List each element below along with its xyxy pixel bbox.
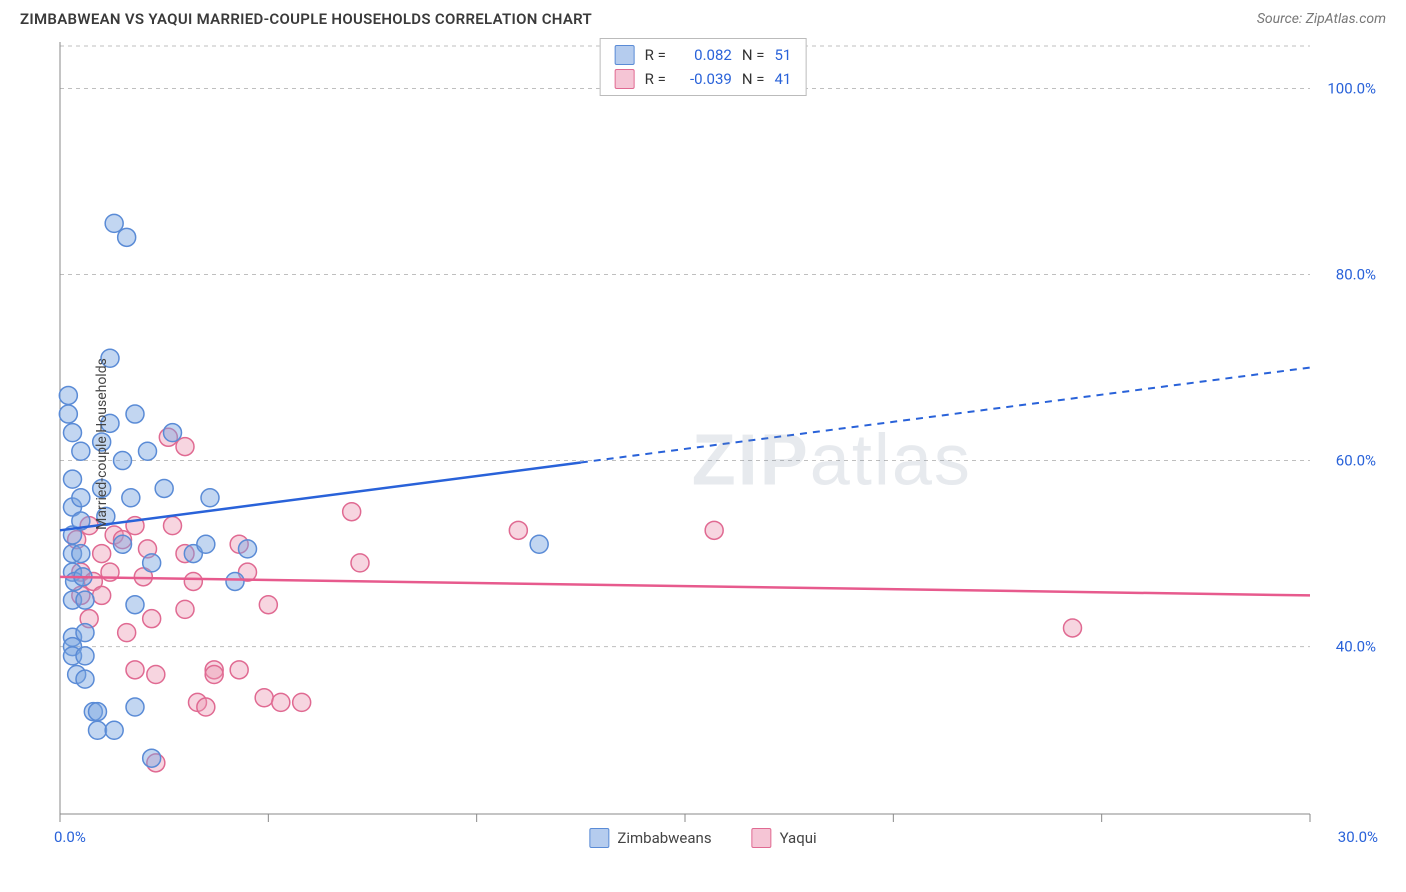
chart-header: ZIMBABWEAN VS YAQUI MARRIED-COUPLE HOUSE… — [0, 0, 1406, 34]
data-point — [176, 438, 194, 456]
series-swatch — [615, 45, 635, 65]
series-swatch — [615, 69, 635, 89]
data-point — [351, 554, 369, 572]
data-point — [143, 554, 161, 572]
data-point — [64, 424, 82, 442]
trend-line — [60, 577, 1310, 596]
x-axis-legend: Zimbabweans Yaqui — [589, 828, 816, 848]
legend-label: Yaqui — [780, 829, 817, 847]
data-point — [509, 521, 527, 539]
data-point — [343, 503, 361, 521]
data-point — [118, 228, 136, 246]
data-point — [89, 721, 107, 739]
data-point — [201, 489, 219, 507]
svg-text:80.0%: 80.0% — [1336, 266, 1376, 284]
svg-text:0.0%: 0.0% — [54, 828, 86, 846]
n-label: N = — [742, 43, 765, 67]
r-label: R = — [645, 67, 666, 91]
data-point — [259, 596, 277, 614]
data-point — [164, 517, 182, 535]
data-point — [72, 442, 90, 460]
data-point — [255, 689, 273, 707]
r-label: R = — [645, 43, 666, 67]
data-point — [184, 572, 202, 590]
stats-row: R = -0.039 N = 41 — [615, 67, 792, 91]
data-point — [76, 624, 94, 642]
n-value: 41 — [774, 67, 791, 91]
data-point — [126, 661, 144, 679]
r-value: -0.039 — [676, 67, 732, 91]
scatter-chart: 40.0% 60.0% 80.0% 100.0% 0.0% 30.0% — [20, 34, 1386, 854]
chart-title: ZIMBABWEAN VS YAQUI MARRIED-COUPLE HOUSE… — [20, 10, 592, 28]
data-point — [293, 693, 311, 711]
data-point — [197, 698, 215, 716]
data-point — [143, 610, 161, 628]
data-point — [76, 670, 94, 688]
data-point — [139, 442, 157, 460]
data-point — [76, 647, 94, 665]
r-value: 0.082 — [676, 43, 732, 67]
data-point — [72, 545, 90, 563]
data-point — [272, 693, 290, 711]
data-point — [230, 661, 248, 679]
data-point — [1064, 619, 1082, 637]
data-point — [114, 452, 132, 470]
data-point — [143, 749, 161, 767]
svg-text:60.0%: 60.0% — [1336, 452, 1376, 470]
data-point — [118, 624, 136, 642]
svg-text:30.0%: 30.0% — [1338, 828, 1378, 846]
data-point — [239, 540, 257, 558]
data-point — [105, 214, 123, 232]
data-point — [126, 596, 144, 614]
data-point — [164, 424, 182, 442]
data-point — [147, 665, 165, 683]
series-swatch — [752, 828, 772, 848]
data-point — [126, 698, 144, 716]
n-value: 51 — [774, 43, 791, 67]
series-swatch — [589, 828, 609, 848]
data-point — [126, 405, 144, 423]
svg-text:100.0%: 100.0% — [1327, 80, 1376, 98]
stats-row: R = 0.082 N = 51 — [615, 43, 792, 67]
data-point — [197, 535, 215, 553]
data-point — [59, 386, 77, 404]
n-label: N = — [742, 67, 765, 91]
data-point — [705, 521, 723, 539]
legend-item: Zimbabweans — [589, 828, 711, 848]
chart-container: Married-couple Households 40.0% 60.0% 80.0… — [20, 34, 1386, 854]
chart-source: Source: ZipAtlas.com — [1257, 11, 1386, 27]
data-point — [89, 703, 107, 721]
data-point — [64, 470, 82, 488]
legend-item: Yaqui — [752, 828, 817, 848]
trend-line-dashed — [581, 368, 1310, 463]
data-point — [205, 665, 223, 683]
svg-text:40.0%: 40.0% — [1336, 638, 1376, 656]
data-point — [105, 721, 123, 739]
data-point — [114, 535, 132, 553]
data-point — [155, 479, 173, 497]
stats-legend-box: R = 0.082 N = 51 R = -0.039 N = 41 — [600, 38, 807, 96]
data-point — [93, 545, 111, 563]
data-point — [76, 591, 94, 609]
legend-label: Zimbabweans — [617, 829, 711, 847]
data-point — [59, 405, 77, 423]
data-point — [93, 586, 111, 604]
data-point — [176, 600, 194, 618]
data-point — [226, 572, 244, 590]
y-axis-label: Married-couple Households — [94, 358, 110, 530]
data-point — [122, 489, 140, 507]
data-point — [530, 535, 548, 553]
data-point — [72, 489, 90, 507]
